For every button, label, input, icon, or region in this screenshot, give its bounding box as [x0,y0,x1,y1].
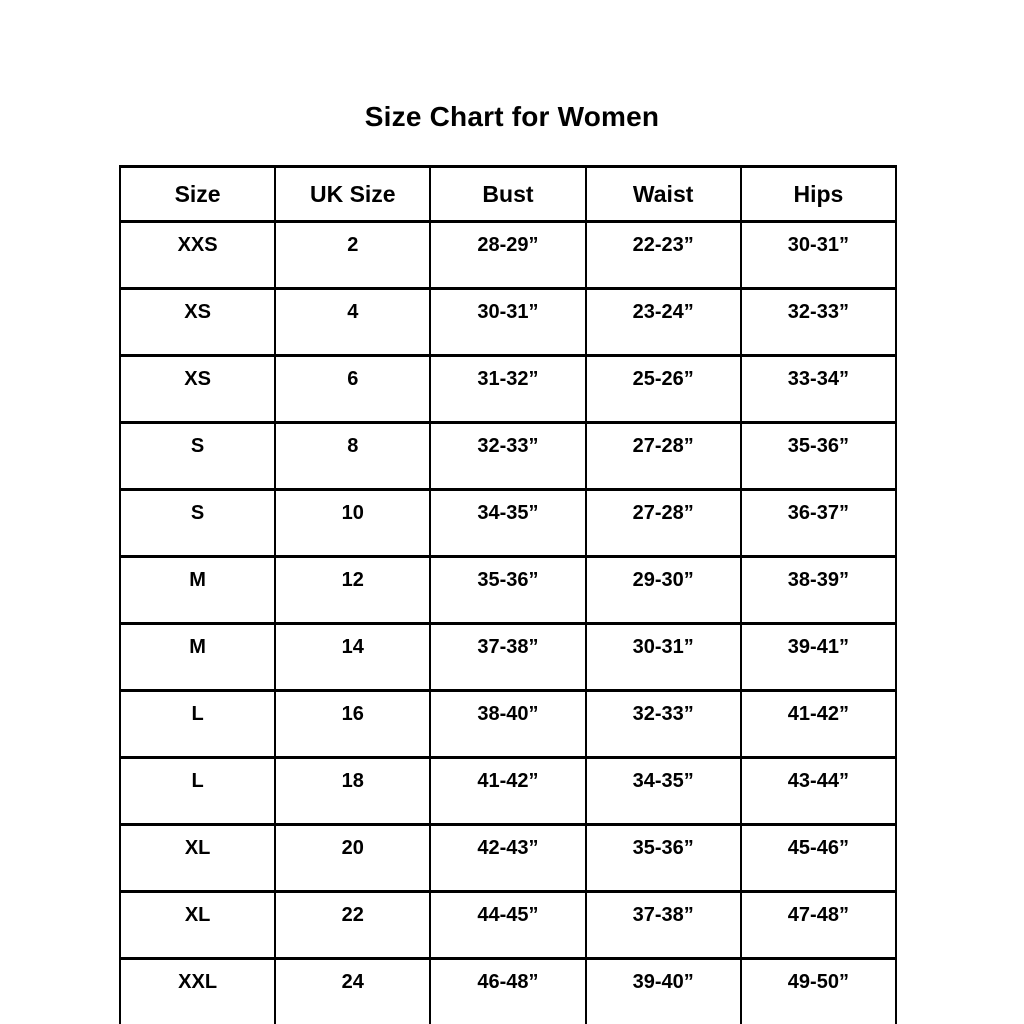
table-cell: S [118,421,277,491]
table-cell: 35-36” [429,555,587,625]
table-cell: 41-42” [429,756,587,826]
table-header: Size UK Size Bust Waist Hips [118,165,898,223]
table-cell: S [118,488,277,558]
table-cell: 6 [274,354,432,424]
column-header: Bust [429,165,587,223]
table-cell: L [118,689,277,759]
table-row: S 10 34-35” 27-28” 36-37” [118,488,898,558]
table-cell: 10 [274,488,432,558]
table-row: XXL 24 46-48” 39-40” 49-50” [118,957,898,1024]
table-body: XXS 2 28-29” 22-23” 30-31” XS 4 30-31” 23-24” 32-… [118,220,898,1024]
table-cell: 8 [274,421,432,491]
table-row: XXS 2 28-29” 22-23” 30-31” [118,220,898,290]
table-cell: 33-34” [739,354,898,424]
table-cell: 37-38” [429,622,587,692]
column-header: Waist [584,165,742,223]
table-cell: 22 [274,890,432,960]
table-cell: 35-36” [584,823,742,893]
table-cell: 32-33” [584,689,742,759]
table-cell: 37-38” [584,890,742,960]
table-cell: 27-28” [584,488,742,558]
table-cell: 39-40” [584,957,742,1024]
table-cell: 2 [274,220,432,290]
table-cell: M [118,622,277,692]
table-header-row: Size UK Size Bust Waist Hips [118,165,898,223]
table-cell: 32-33” [429,421,587,491]
table-row: M 14 37-38” 30-31” 39-41” [118,622,898,692]
column-header: UK Size [274,165,432,223]
table-cell: 46-48” [429,957,587,1024]
table-cell: 28-29” [429,220,587,290]
table-cell: 47-48” [739,890,898,960]
table-cell: XS [118,354,277,424]
table-cell: XXS [118,220,277,290]
table-cell: 41-42” [739,689,898,759]
table-row: S 8 32-33” 27-28” 35-36” [118,421,898,491]
table-cell: 30-31” [739,220,898,290]
table-cell: 24 [274,957,432,1024]
table-cell: 31-32” [429,354,587,424]
table-cell: XL [118,823,277,893]
table-cell: 45-46” [739,823,898,893]
table-cell: 30-31” [429,287,587,357]
table-row: XL 22 44-45” 37-38” 47-48” [118,890,898,960]
table-cell: 43-44” [739,756,898,826]
table-cell: 34-35” [429,488,587,558]
table-cell: 30-31” [584,622,742,692]
table-cell: 22-23” [584,220,742,290]
table-cell: 29-30” [584,555,742,625]
table-row: XL 20 42-43” 35-36” 45-46” [118,823,898,893]
table-cell: 32-33” [739,287,898,357]
table-cell: 34-35” [584,756,742,826]
table-cell: 16 [274,689,432,759]
column-header: Hips [739,165,898,223]
table-cell: 44-45” [429,890,587,960]
table-cell: 39-41” [739,622,898,692]
table-cell: 35-36” [739,421,898,491]
table-cell: 23-24” [584,287,742,357]
table-row: L 18 41-42” 34-35” 43-44” [118,756,898,826]
table-cell: 20 [274,823,432,893]
table-cell: 25-26” [584,354,742,424]
table-cell: L [118,756,277,826]
table-row: M 12 35-36” 29-30” 38-39” [118,555,898,625]
column-header: Size [118,165,277,223]
table-cell: 38-40” [429,689,587,759]
table-cell: 42-43” [429,823,587,893]
table-cell: 36-37” [739,488,898,558]
table-cell: 27-28” [584,421,742,491]
table-cell: 12 [274,555,432,625]
table-cell: 49-50” [739,957,898,1024]
table-cell: M [118,555,277,625]
table-cell: XS [118,287,277,357]
table-cell: 14 [274,622,432,692]
page-title: Size Chart for Women [364,101,660,132]
table-cell: 4 [274,287,432,357]
table-row: L 16 38-40” 32-33” 41-42” [118,689,898,759]
size-chart-table: Size UK Size Bust Waist Hips XXS 2 28-29” 22-23… [118,165,898,1024]
table-row: XS 6 31-32” 25-26” 33-34” [118,354,898,424]
table-cell: 18 [274,756,432,826]
table-cell: XL [118,890,277,960]
table-cell: 38-39” [739,555,898,625]
table-row: XS 4 30-31” 23-24” 32-33” [118,287,898,357]
table-cell: XXL [118,957,277,1024]
